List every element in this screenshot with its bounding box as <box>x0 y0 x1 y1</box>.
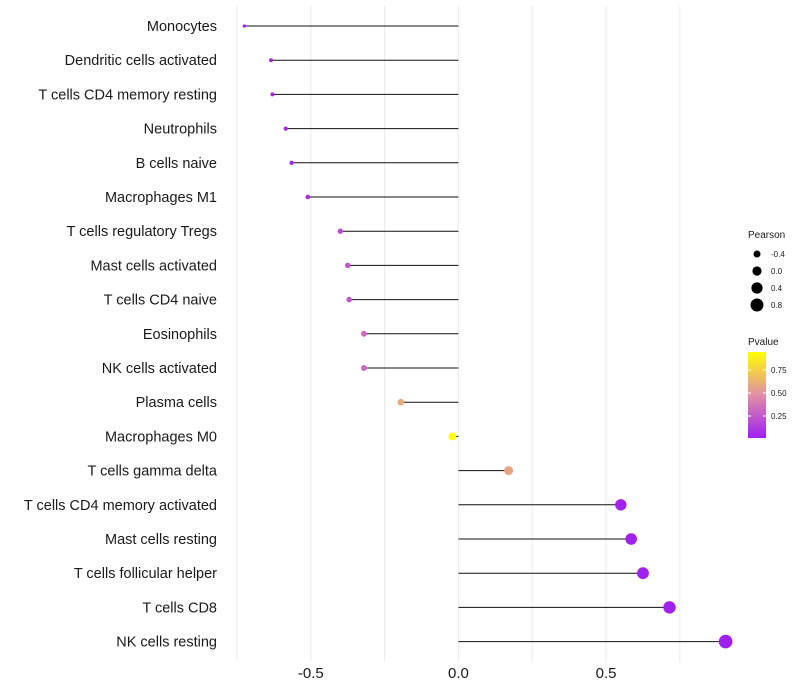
size-legend-label-3: 0.4 <box>771 284 783 293</box>
segment-layer <box>244 25 726 643</box>
point-19 <box>718 634 733 649</box>
x-tick-label-2: 0.0 <box>448 665 469 682</box>
point-9 <box>346 296 352 303</box>
point-5 <box>289 160 294 165</box>
category-label-17: T cells follicular helper <box>74 566 217 582</box>
color-legend-label-2: 0.50 <box>771 389 787 398</box>
color-legend-label-1: 0.75 <box>771 366 787 375</box>
x-tick-label-3: 0.5 <box>596 665 617 682</box>
category-label-14: T cells gamma delta <box>88 464 218 480</box>
size-legend-label-4: 0.8 <box>771 301 783 310</box>
category-label-9: T cells CD4 naive <box>104 293 217 309</box>
size-legend-label-1: -0.4 <box>771 250 785 259</box>
category-label-3: T cells CD4 memory resting <box>38 87 217 103</box>
category-label-10: Eosinophils <box>143 327 217 343</box>
point-4 <box>283 126 288 131</box>
category-label-6: Macrophages M1 <box>105 190 217 206</box>
point-15 <box>615 499 627 511</box>
point-14 <box>504 466 514 476</box>
size-legend: Pearson -0.4 0.0 0.4 0.8 <box>748 230 785 312</box>
size-legend-key-3 <box>751 282 763 294</box>
category-label-12: Plasma cells <box>136 395 217 411</box>
color-legend-label-3: 0.25 <box>771 412 787 421</box>
category-label-4: Neutrophils <box>144 122 217 138</box>
point-10 <box>360 330 367 337</box>
category-label-15: T cells CD4 memory activated <box>24 498 217 514</box>
color-legend-bar <box>748 352 766 438</box>
size-legend-key-1 <box>753 250 761 258</box>
point-11 <box>360 365 367 371</box>
category-label-16: Mast cells resting <box>105 532 217 548</box>
category-label-13: Macrophages M0 <box>105 429 217 445</box>
category-label-11: NK cells activated <box>102 361 217 377</box>
size-legend-title: Pearson <box>748 230 785 241</box>
category-label-19: NK cells resting <box>116 635 217 651</box>
category-label-1: Monocytes <box>147 19 217 35</box>
size-legend-label-2: 0.0 <box>771 267 783 276</box>
color-legend: Pvalue 0.75 0.50 0.25 <box>748 337 787 438</box>
point-12 <box>397 398 405 406</box>
x-tick-labels: -0.5 0.0 0.5 <box>298 665 617 682</box>
category-label-18: T cells CD8 <box>142 600 217 616</box>
category-label-5: B cells naive <box>136 156 217 172</box>
point-6 <box>305 194 311 200</box>
point-1 <box>242 24 247 28</box>
point-layer <box>242 24 733 649</box>
point-2 <box>268 58 273 63</box>
category-labels: Monocytes Dendritic cells activated T cell… <box>24 19 218 651</box>
point-18 <box>663 601 676 614</box>
point-17 <box>637 567 649 580</box>
size-legend-key-4 <box>750 298 764 312</box>
point-7 <box>337 228 344 234</box>
color-legend-title: Pvalue <box>748 337 779 348</box>
category-label-2: Dendritic cells activated <box>65 53 217 69</box>
category-label-8: Mast cells activated <box>90 258 217 274</box>
point-8 <box>344 262 351 269</box>
point-3 <box>270 92 275 97</box>
category-label-7: T cells regulatory Tregs <box>67 224 217 240</box>
x-tick-label-1: -0.5 <box>298 665 324 682</box>
point-13 <box>448 432 457 441</box>
point-16 <box>625 533 637 545</box>
size-legend-key-2 <box>752 266 762 276</box>
